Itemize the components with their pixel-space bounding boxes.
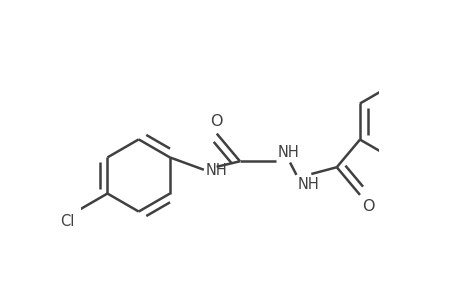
Text: O: O (210, 113, 223, 128)
Text: NH: NH (206, 163, 227, 178)
Text: NH: NH (297, 177, 319, 192)
Text: O: O (361, 199, 374, 214)
Text: Cl: Cl (60, 214, 74, 229)
Text: NH: NH (277, 145, 299, 160)
